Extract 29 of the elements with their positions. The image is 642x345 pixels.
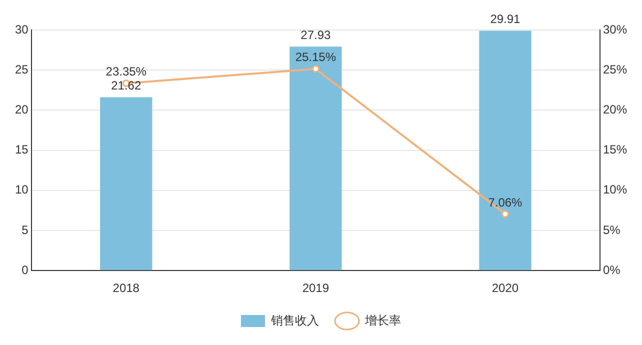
x-tick-label: 2020 bbox=[492, 281, 519, 296]
y2-tick-label: 25% bbox=[602, 62, 628, 76]
y-tick-label: 0 bbox=[22, 262, 29, 277]
y-tick-label: 5 bbox=[22, 222, 29, 237]
y-tick-label: 10 bbox=[14, 182, 29, 197]
y2-tick-label: 0% bbox=[602, 262, 621, 277]
x-tick-label: 2018 bbox=[112, 281, 140, 296]
point bbox=[312, 65, 320, 73]
bar bbox=[100, 97, 152, 270]
legend-label: 销售收入 bbox=[270, 313, 319, 328]
data-label: 29.91 bbox=[490, 12, 521, 26]
legend-label: 增长率 bbox=[364, 313, 401, 328]
y-tick-label: 30 bbox=[14, 22, 29, 36]
data-label: 25.15% bbox=[295, 50, 336, 64]
y2-tick-label: 10% bbox=[602, 182, 628, 197]
data-label: 21.62 bbox=[111, 78, 142, 93]
bar bbox=[479, 30, 532, 270]
data-label: 23.35% bbox=[106, 64, 147, 79]
x-tick-label: 2019 bbox=[302, 281, 330, 296]
y-tick-label: 15 bbox=[14, 142, 29, 157]
bar bbox=[290, 46, 342, 270]
y2-tick-label: 20% bbox=[602, 102, 628, 117]
y2-tick-label: 5% bbox=[602, 222, 621, 237]
y-tick-label: 25 bbox=[14, 62, 29, 76]
data-label: 27.93 bbox=[300, 28, 332, 42]
point bbox=[501, 210, 509, 218]
y2-tick-label: 15% bbox=[602, 142, 628, 157]
y-tick-label: 20 bbox=[14, 102, 29, 117]
y2-tick-label: 30% bbox=[602, 22, 628, 36]
